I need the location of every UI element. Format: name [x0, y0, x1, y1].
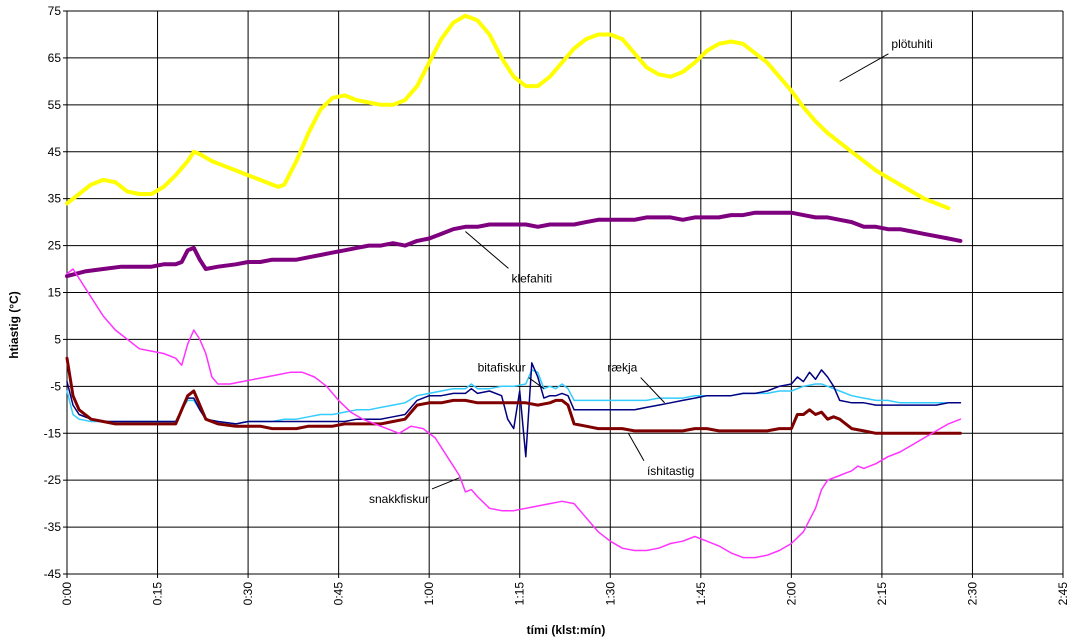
x-tick-label: 0:45 — [332, 582, 346, 606]
x-tick-label: 1:30 — [603, 582, 617, 606]
x-axis-title: tími (klst:mín) — [527, 623, 606, 637]
gridlines — [63, 10, 1064, 578]
tick-labels: 75 65 55 45 35 25 15 5 -5 -15 -25 -35 -450:00 0:15 0:3… — [44, 4, 1070, 605]
y-tick-label: 75 — [48, 4, 62, 18]
y-tick-label: -5 — [50, 379, 61, 393]
series-label-1: klefahiti — [511, 271, 552, 285]
y-tick-label: 65 — [48, 51, 62, 65]
series-label-3: rækja — [607, 361, 637, 375]
x-tick-label: 1:00 — [422, 582, 436, 606]
series-leader-line-3 — [640, 377, 665, 404]
x-tick-label: 2:15 — [875, 582, 889, 606]
series-leader-line-2 — [528, 377, 545, 390]
y-tick-label: 15 — [48, 286, 62, 300]
y-axis-title: htiastig (°C) — [7, 291, 21, 358]
y-tick-label: 35 — [48, 192, 62, 206]
x-tick-label: 2:45 — [1056, 582, 1070, 606]
y-tick-label: -25 — [44, 473, 62, 487]
x-tick-label: 1:15 — [513, 582, 527, 606]
y-tick-label: -45 — [44, 567, 62, 581]
series-line-0 — [65, 13, 951, 211]
series-label-4: íshitastig — [647, 464, 694, 478]
y-tick-label: -15 — [44, 426, 62, 440]
y-tick-label: 55 — [48, 98, 62, 112]
y-tick-label: 5 — [54, 332, 61, 346]
series-label-2: bitafiskur — [478, 361, 526, 375]
series-leader-line-0 — [839, 53, 889, 82]
series-line-1 — [65, 210, 963, 279]
series-lines — [65, 13, 963, 559]
series-leader-line-1 — [465, 231, 509, 269]
y-tick-label: 45 — [48, 145, 62, 159]
x-tick-label: 0:15 — [151, 582, 165, 606]
x-tick-label: 0:30 — [241, 582, 255, 606]
x-tick-label: 2:30 — [965, 582, 979, 606]
x-tick-label: 0:00 — [60, 582, 74, 606]
series-label-5: snakkfiskur — [369, 492, 429, 506]
series-leader-line-5 — [431, 477, 460, 490]
y-tick-label: -35 — [44, 520, 62, 534]
series-labels: plötuhiti klefahiti bitafiskur rækja íshitas… — [369, 37, 933, 506]
series-leader-line-4 — [627, 433, 645, 462]
x-tick-label: 1:45 — [694, 582, 708, 606]
y-tick-label: 25 — [48, 239, 62, 253]
series-label-0: plötuhiti — [891, 37, 932, 51]
series-line-4 — [65, 356, 962, 435]
x-tick-label: 2:00 — [784, 582, 798, 606]
series-line-5 — [66, 268, 962, 559]
